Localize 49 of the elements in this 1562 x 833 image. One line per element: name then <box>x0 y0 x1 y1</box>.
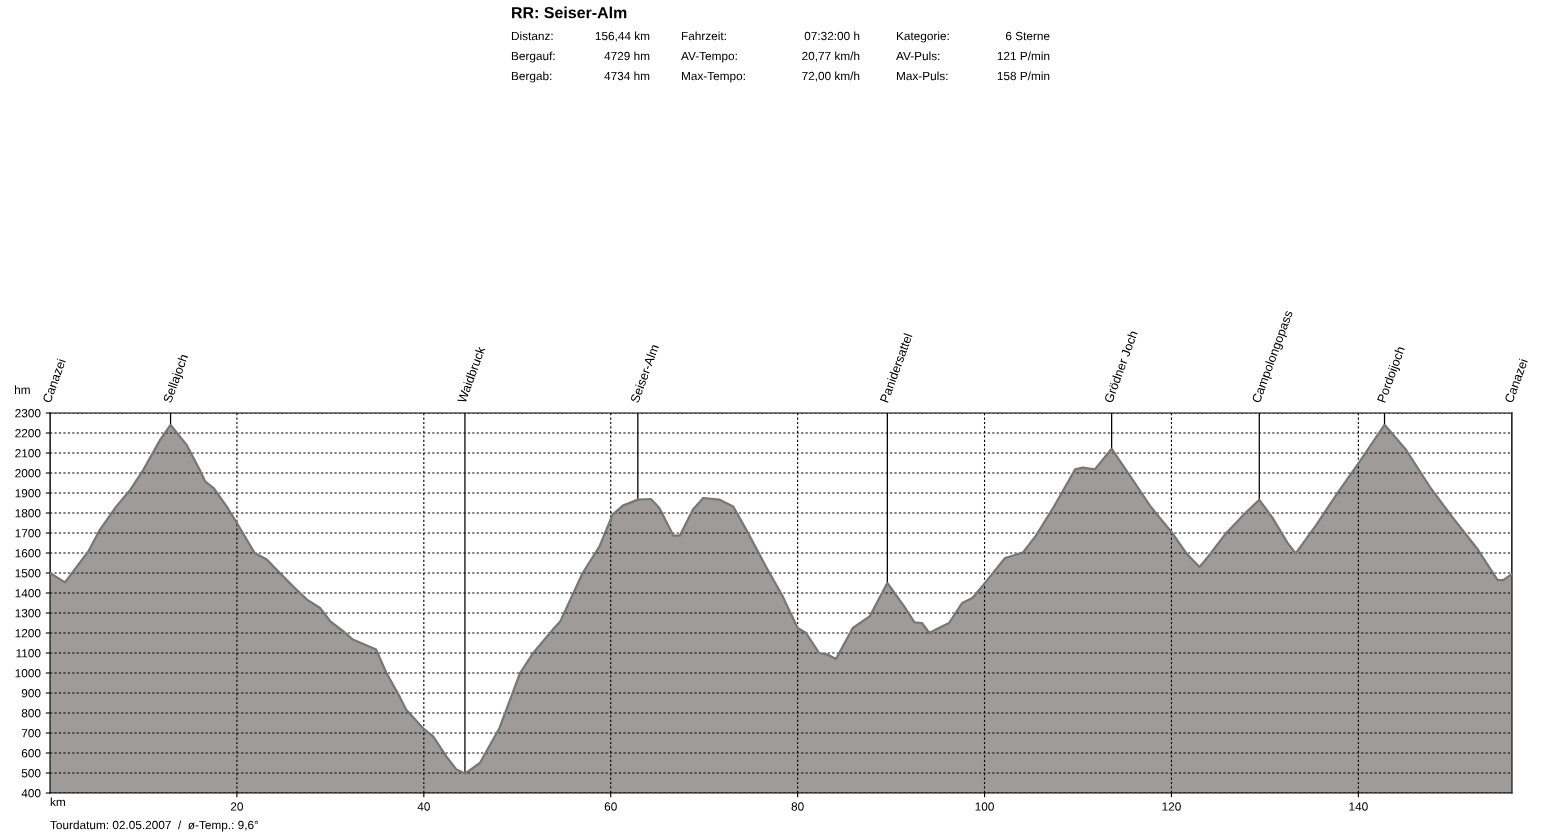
y-tick-label: 400 <box>21 789 41 798</box>
y-tick-label: 600 <box>21 749 41 758</box>
text: Max-Puls: <box>896 71 948 81</box>
text: Distanz: <box>511 31 553 41</box>
y-tick-label: 2300 <box>15 409 41 418</box>
x-tick-label: 80 <box>791 802 804 811</box>
chart-title: RR: Seiser-Alm <box>512 6 627 19</box>
text: Max-Tempo: <box>681 71 745 83</box>
y-tick-label: 2000 <box>15 469 41 478</box>
text: 4734 hm <box>604 71 650 81</box>
y-axis-title: hm <box>14 385 30 394</box>
y-tick-label: 1900 <box>15 489 41 498</box>
x-axis-title: km <box>50 797 65 807</box>
text: 20,77 km/h <box>802 51 860 62</box>
x-tick-label: 40 <box>417 802 430 811</box>
x-tick-label: 100 <box>975 802 994 811</box>
y-tick-label: 1400 <box>15 589 41 598</box>
text: Bergauf: <box>511 51 555 63</box>
y-tick-label: 500 <box>21 769 41 778</box>
text: Fahrzeit: <box>681 31 726 41</box>
text: AV-Puls: <box>896 51 940 61</box>
text: Kategorie: <box>896 31 949 43</box>
y-tick-label: 1000 <box>15 669 41 678</box>
y-tick-label: 2200 <box>15 429 41 438</box>
text: AV-Tempo: <box>681 51 737 63</box>
y-tick-label: 1200 <box>15 629 41 638</box>
y-tick-label: 900 <box>21 689 41 698</box>
text: 72,00 km/h <box>802 71 860 82</box>
y-tick-label: 1300 <box>15 609 41 618</box>
text: 6 Sterne <box>1005 31 1050 41</box>
y-tick-label: 1800 <box>15 509 41 518</box>
x-tick-label: 60 <box>604 802 617 811</box>
y-tick-label: 1500 <box>15 569 41 578</box>
text: 4729 hm <box>604 51 650 61</box>
text: 121 P/min <box>997 51 1050 61</box>
text: 156,44 km <box>595 31 650 42</box>
text: Bergab: <box>511 71 552 83</box>
x-tick-label: 140 <box>1349 802 1368 811</box>
y-tick-label: 1100 <box>16 649 41 658</box>
text: 07:32:00 h <box>804 31 860 41</box>
text: Tourdatum: 02.05.2007 / ø-Temp.: 9,6° <box>50 820 259 832</box>
y-tick-label: 800 <box>21 709 41 718</box>
y-tick-label: 700 <box>21 729 41 738</box>
text: 158 P/min <box>997 71 1050 81</box>
x-tick-label: 20 <box>230 802 244 811</box>
y-tick-label: 2100 <box>15 449 41 458</box>
y-tick-label: 1700 <box>15 529 41 538</box>
y-tick-label: 1600 <box>15 549 41 558</box>
x-tick-label: 120 <box>1162 802 1181 811</box>
